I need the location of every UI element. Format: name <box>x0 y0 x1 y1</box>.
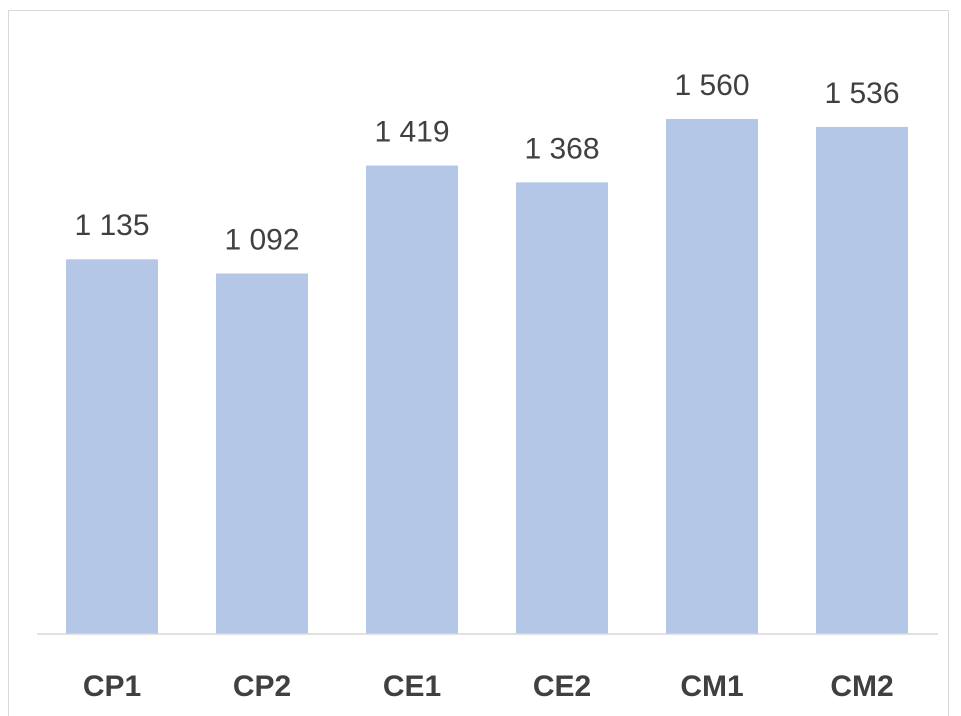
value-label: 1 419 <box>374 115 449 148</box>
x-tick-label: CM1 <box>680 670 743 703</box>
bar <box>216 273 308 634</box>
x-tick-label: CM2 <box>830 670 893 703</box>
bar <box>366 165 458 634</box>
value-label: 1 536 <box>824 77 899 110</box>
bar <box>516 182 608 634</box>
value-label: 1 368 <box>524 132 599 165</box>
x-tick-label: CP1 <box>83 670 141 703</box>
bar <box>666 119 758 634</box>
value-label: 1 092 <box>224 223 299 256</box>
value-label: 1 560 <box>674 69 749 102</box>
bar <box>66 259 158 634</box>
chart-frame <box>8 10 949 716</box>
bar <box>816 126 908 634</box>
value-label: 1 135 <box>74 209 149 242</box>
x-tick-label: CE2 <box>533 670 591 703</box>
x-tick-label: CP2 <box>233 670 291 703</box>
x-tick-label: CE1 <box>383 670 441 703</box>
